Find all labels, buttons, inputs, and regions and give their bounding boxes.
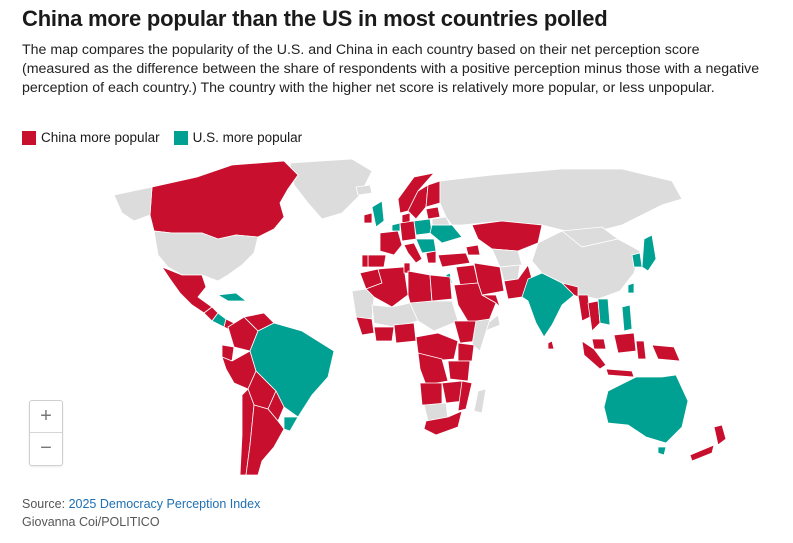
source-link[interactable]: 2025 Democracy Perception Index [68,497,261,511]
zoom-in-button[interactable]: + [40,405,52,427]
somalia[interactable] [471,318,491,352]
egypt[interactable] [429,274,453,302]
saudi-arabia[interactable] [453,282,497,326]
malaysia[interactable] [591,338,607,350]
belarus[interactable] [431,216,451,226]
legend-item-us: U.S. more popular [173,130,303,145]
sulawesi[interactable] [635,340,647,360]
iceland[interactable] [355,184,373,196]
ghana-ivory-coast[interactable] [373,326,395,342]
japan[interactable] [641,234,657,272]
canada[interactable] [149,160,299,240]
spain[interactable] [367,254,387,268]
iran[interactable] [473,262,505,296]
italy[interactable] [403,242,423,264]
zoom-out-button[interactable]: − [30,432,62,464]
argentina[interactable] [245,404,285,476]
legend: China more popular U.S. more popular [22,130,316,145]
world-map[interactable] [22,155,774,487]
chad-sudan[interactable] [409,300,459,332]
france[interactable] [379,230,403,256]
taiwan[interactable] [627,282,635,294]
brazil[interactable] [249,322,335,418]
tasmania[interactable] [657,446,667,456]
india[interactable] [521,272,575,338]
greenland[interactable] [289,158,373,220]
nigeria[interactable] [393,322,417,344]
new-zealand-south[interactable] [689,444,715,462]
united-kingdom[interactable] [371,200,385,228]
turkey[interactable] [437,252,471,268]
central-asia[interactable] [491,248,523,268]
western-sahara-mauritania[interactable] [351,288,375,320]
vietnam[interactable] [597,298,611,326]
sri-lanka[interactable] [547,340,555,350]
netherlands[interactable] [391,222,401,232]
senegal-guinea[interactable] [355,316,375,336]
ukraine[interactable] [429,224,463,244]
new-zealand-north[interactable] [713,424,727,446]
philippines[interactable] [621,304,633,332]
borneo[interactable] [613,332,637,354]
mozambique[interactable] [457,380,473,412]
greece[interactable] [425,250,437,264]
papua-new-guinea[interactable] [651,344,681,362]
thailand[interactable] [587,300,601,332]
source-line: Source: 2025 Democracy Perception Index [22,497,260,511]
page-title: China more popular than the US in most c… [22,6,608,31]
tanzania[interactable] [447,360,471,382]
indonesia-sumatra[interactable] [581,340,607,370]
korea[interactable] [631,252,643,268]
libya[interactable] [407,270,433,304]
poland[interactable] [413,218,433,236]
united-states[interactable] [153,230,259,282]
ireland[interactable] [363,212,373,224]
source-prefix: Source: [22,497,69,511]
uruguay[interactable] [283,416,299,432]
germany[interactable] [399,220,417,242]
portugal[interactable] [361,254,369,268]
finland[interactable] [425,180,441,208]
credit-line: Giovanna Coi/POLITICO [22,515,160,529]
legend-label-china: China more popular [41,130,160,145]
legend-label-us: U.S. more popular [192,130,303,145]
zoom-control: + − [29,400,63,466]
baltics[interactable] [425,206,441,220]
south-africa[interactable] [423,410,463,436]
madagascar[interactable] [473,388,487,414]
angola[interactable] [419,382,443,406]
legend-item-china: China more popular [22,130,160,145]
indonesia-java[interactable] [605,368,635,378]
kenya[interactable] [457,342,475,362]
myanmar[interactable] [577,294,591,322]
subtitle: The map compares the popularity of the U… [22,42,760,96]
legend-swatch-china [22,130,36,145]
cuba[interactable] [217,292,247,302]
australia[interactable] [603,374,689,444]
legend-swatch-us [173,130,188,145]
balkans[interactable] [415,238,437,254]
afghanistan[interactable] [499,264,521,282]
caucasus[interactable] [465,244,481,256]
alaska[interactable] [113,186,153,222]
gulf-states[interactable] [481,294,501,308]
russia[interactable] [439,168,683,236]
kazakhstan[interactable] [471,220,543,252]
